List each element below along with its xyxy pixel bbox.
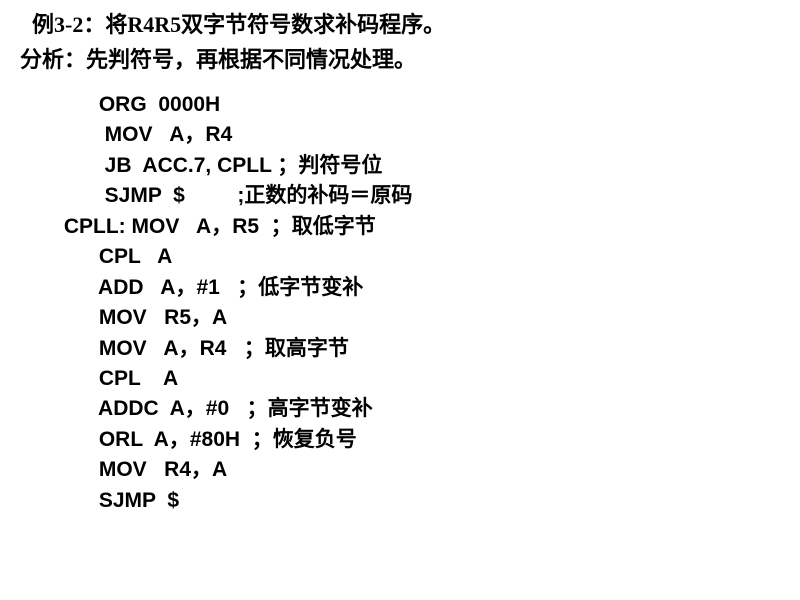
code-line: SJMP $ ;正数的补码＝原码 <box>58 181 780 211</box>
example-title: 例3-2：将R4R5双字节符号数求补码程序。 <box>20 8 780 41</box>
title-prefix: 例 <box>32 12 54 37</box>
title-number: 3-2 <box>54 12 83 37</box>
code-line: SJMP $ <box>58 486 780 516</box>
code-line: ADD A，#1 ；低字节变补 <box>58 273 780 303</box>
analysis-line: 分析：先判符号，再根据不同情况处理。 <box>20 43 780 76</box>
code-line: ORL A，#80H ；恢复负号 <box>58 425 780 455</box>
title-text1: 将 <box>105 12 127 37</box>
title-text2: 双字节符号数求补码程序。 <box>181 12 445 37</box>
code-line: MOV A，R4 <box>58 120 780 150</box>
code-block: ORG 0000H MOV A，R4 JB ACC.7, CPLL ；判符号位 … <box>20 90 780 516</box>
code-line: MOV R5，A <box>58 303 780 333</box>
code-line: ADDC A，#0 ；高字节变补 <box>58 394 780 424</box>
code-line: JB ACC.7, CPLL ；判符号位 <box>58 151 780 181</box>
analysis-text: 先判符号，再根据不同情况处理。 <box>86 47 416 72</box>
code-line: CPL A <box>58 364 780 394</box>
analysis-label: 分析： <box>20 47 86 72</box>
code-line: CPLL: MOV A，R5 ；取低字节 <box>58 212 780 242</box>
code-line: MOV A，R4 ；取高字节 <box>58 334 780 364</box>
code-line: CPL A <box>58 242 780 272</box>
title-reg: R4R5 <box>127 12 181 37</box>
code-line: ORG 0000H <box>58 90 780 120</box>
code-line: MOV R4，A <box>58 455 780 485</box>
title-colon: ： <box>83 12 105 37</box>
